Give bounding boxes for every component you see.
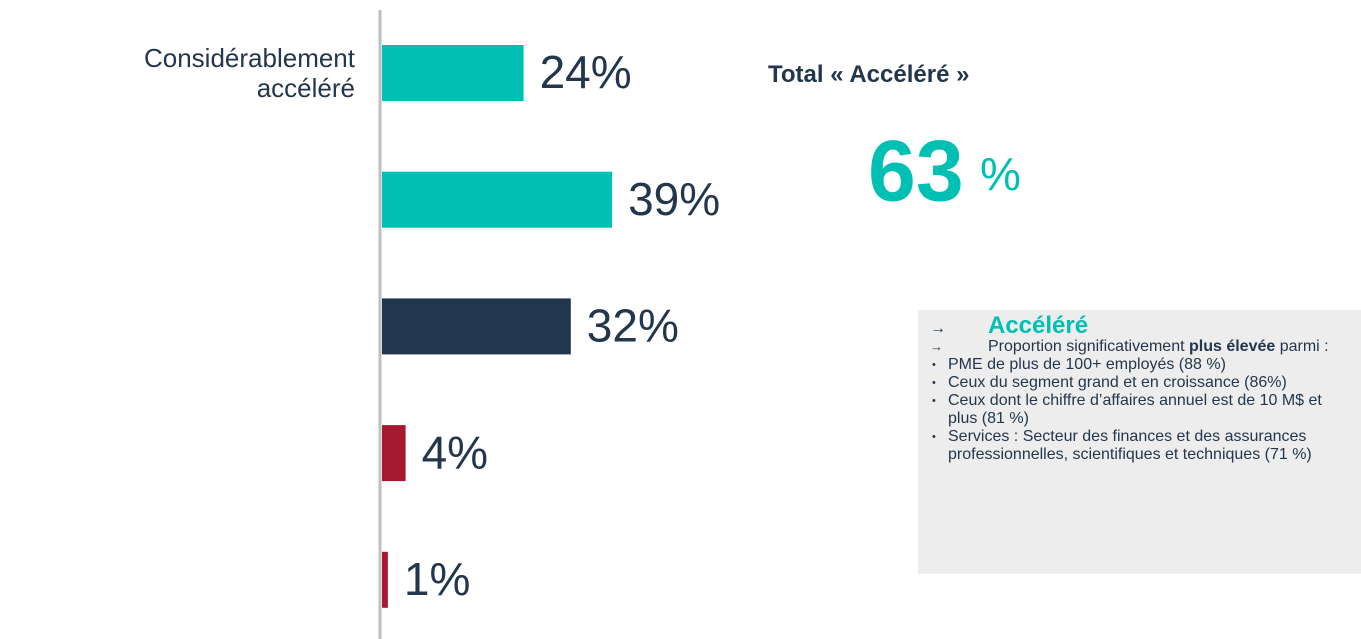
bullet: PME de plus de 100+ employés (88 %) bbox=[932, 356, 1353, 374]
intro: Proportion significativement bbox=[988, 338, 1189, 355]
category-label: Considérablement accéléré bbox=[144, 43, 356, 103]
value-label: 24% bbox=[540, 46, 632, 98]
note-box: → Accéléré → Proportion significativement … bbox=[918, 310, 1361, 574]
total-value: 63 bbox=[868, 124, 964, 220]
bullets: PME de plus de 100+ employés (88 %)Ceux … bbox=[930, 356, 1353, 464]
bullet: Ceux du segment grand et en croissance (… bbox=[932, 374, 1353, 392]
arrow: → bbox=[930, 339, 943, 354]
value-label: 32% bbox=[587, 300, 679, 352]
value-label: 4% bbox=[422, 426, 488, 478]
bar bbox=[382, 45, 524, 101]
intro-end: parmi : bbox=[1275, 338, 1329, 355]
arrow: → bbox=[930, 320, 946, 337]
bullet: Services : Secteur des finances et des a… bbox=[932, 428, 1353, 464]
value-label: 1% bbox=[404, 553, 470, 605]
bar bbox=[382, 425, 406, 482]
bar bbox=[382, 551, 388, 608]
value-label: 39% bbox=[628, 173, 720, 225]
bar bbox=[382, 171, 613, 228]
intro-bold: plus élevée bbox=[1188, 338, 1276, 355]
total-label: Total « Accéléré » bbox=[768, 61, 969, 88]
total-unit: % bbox=[980, 148, 1021, 200]
note-title: Accéléré bbox=[988, 312, 1089, 339]
bullet: Ceux dont le chiffre d’affaires annuel e… bbox=[932, 392, 1353, 428]
bar bbox=[382, 298, 571, 355]
